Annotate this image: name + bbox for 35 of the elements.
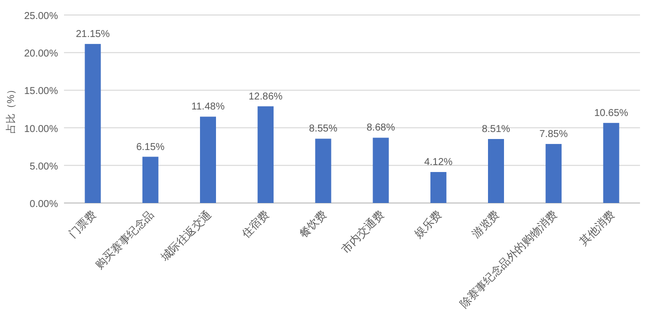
bar [603,122,620,203]
y-tick-label: 5.00% [30,161,58,172]
data-label: 6.15% [136,142,165,153]
y-tick-label: 15.00% [24,86,58,98]
y-tick-label: 0.00% [30,199,58,210]
data-label: 8.68% [366,122,396,134]
x-tick-label: 餐饮费 [296,208,330,240]
x-tick-label: 市内交通费 [338,208,387,256]
data-label: 21.15% [76,28,110,40]
x-tick-label: 游览费 [470,208,502,240]
x-tick-label: 娱乐费 [412,208,445,240]
bar [546,144,562,203]
bar [200,116,216,203]
x-tick-label: 其他消费 [577,208,618,248]
bar [258,106,274,203]
bar [315,138,332,203]
data-label: 10.65% [594,108,628,119]
data-label: 4.12% [424,157,453,168]
x-tick-label: 城际往返交通 [158,208,214,264]
y-tick-label: 20.00% [24,48,58,60]
data-label: 7.85% [539,128,568,140]
y-tick-label: 25.00% [24,11,58,22]
data-label: 8.51% [482,124,510,136]
y-tick-label: 10.00% [24,124,58,135]
data-label: 12.86% [248,91,283,102]
data-label: 11.48% [191,102,225,113]
x-tick-label: 住宿费 [239,208,272,240]
y-axis-title: 占比（%） [5,84,17,134]
bar [488,139,504,203]
data-label: 8.55% [309,124,338,135]
bar [430,172,446,203]
bar [84,44,101,203]
bar [142,156,158,203]
x-tick-label: 门票费 [66,208,99,240]
bar [372,138,389,203]
